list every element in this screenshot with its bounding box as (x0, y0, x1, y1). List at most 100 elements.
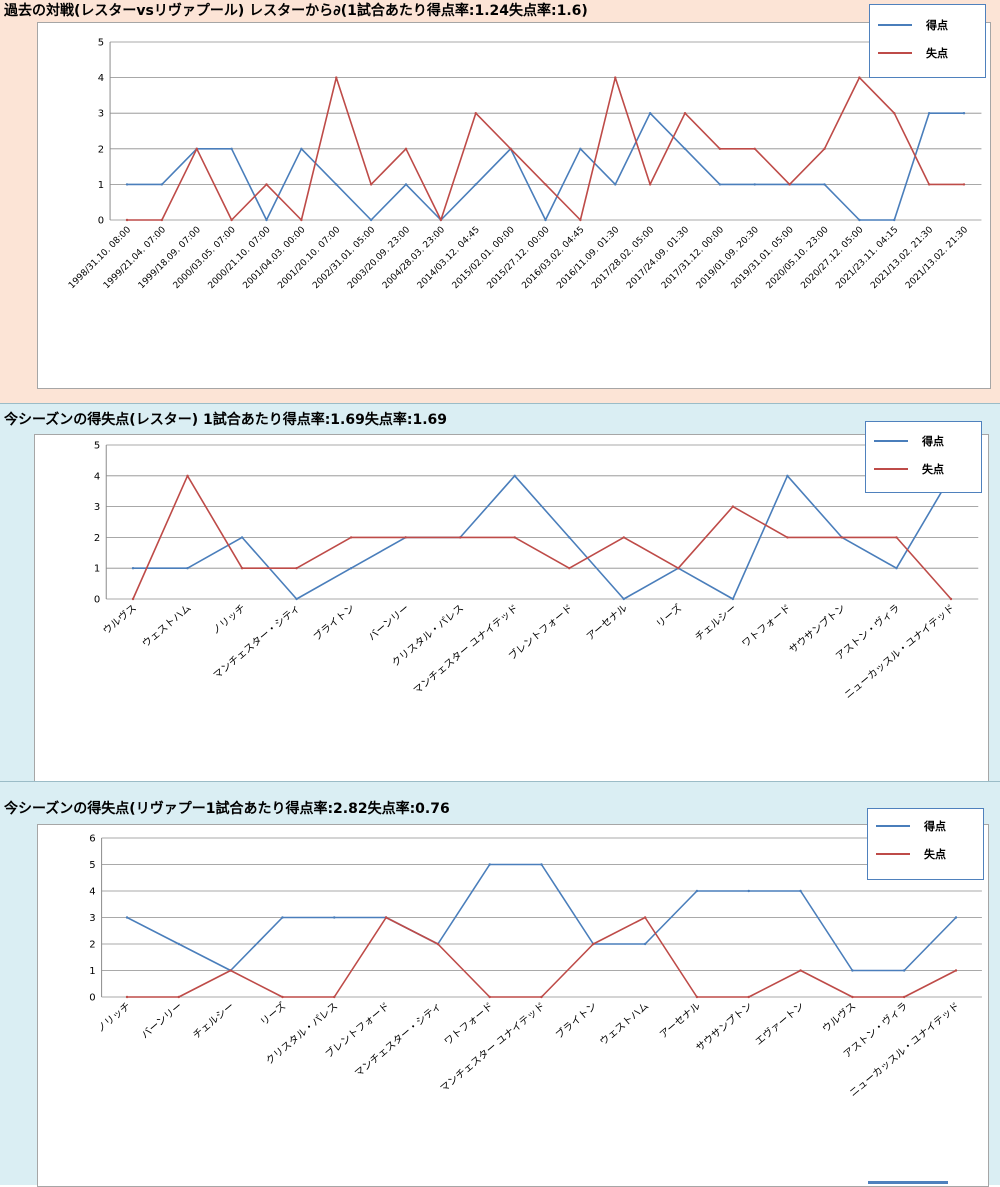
data-point-conceded (579, 218, 582, 222)
x-tick-label: 2016/03.02. 04:45 (520, 225, 586, 291)
x-tick-label: 1999/21.04. 07:00 (102, 225, 168, 291)
x-tick-label: ワトフォード (443, 1001, 496, 1048)
data-point-goals (568, 536, 571, 539)
data-point-conceded (474, 112, 477, 115)
chart-title-2: 今シーズンの得失点(レスター) 1試合あたり得点率:1.69失点率:1.69 (4, 412, 447, 428)
data-point-goals (295, 597, 298, 601)
data-point-conceded (614, 76, 617, 79)
data-point-conceded (643, 916, 647, 919)
data-point-conceded (544, 183, 547, 186)
data-point-conceded (927, 183, 931, 186)
x-tick-label: ウルヴス (100, 601, 139, 637)
data-point-goals (858, 218, 861, 222)
data-point-goals (230, 147, 233, 150)
data-point-conceded (177, 995, 181, 999)
data-point-goals (851, 969, 854, 972)
x-tick-label: 2020/27.12. 05:00 (799, 225, 865, 291)
legend-swatch-goals (874, 440, 908, 442)
x-tick-label: 2015/02.01. 00:00 (451, 225, 517, 291)
y-tick-label: 3 (89, 913, 95, 924)
data-point-conceded (229, 969, 232, 972)
data-point-goals (718, 183, 722, 186)
data-point-goals (799, 889, 802, 893)
legend-label-goals: 得点 (926, 19, 948, 32)
chart-frame-2 (34, 434, 989, 789)
data-point-conceded (333, 995, 336, 999)
data-point-conceded (265, 183, 268, 186)
x-tick-label: 2014/03.12. 04:45 (416, 225, 482, 291)
data-point-conceded (404, 147, 408, 150)
next-chart-legend-edge (868, 1181, 948, 1184)
x-tick-label: 2002/31.01. 05:00 (311, 225, 377, 291)
data-point-goals (962, 112, 966, 115)
legend-swatch-conceded (876, 853, 910, 855)
data-point-conceded (962, 183, 966, 186)
data-point-conceded (488, 995, 491, 999)
chart-section-1: 過去の対戦(レスターvsリヴァプール) レスターから∂(1試合あたり得点率:1.… (0, 0, 1000, 403)
x-tick-label: ワトフォード (740, 603, 793, 650)
data-point-goals (648, 112, 652, 115)
legend-label-goals: 得点 (924, 820, 946, 833)
data-point-goals (579, 147, 582, 150)
y-tick-label: 0 (89, 993, 95, 1004)
x-tick-label: 1998/31.10. 08:00 (67, 225, 133, 291)
legend-3: 得点 失点 (867, 808, 984, 880)
data-point-conceded (695, 995, 699, 999)
data-point-conceded (747, 995, 750, 999)
data-point-conceded (335, 76, 338, 79)
x-tick-label: リーズ (653, 601, 684, 630)
series-line-goals (127, 112, 964, 221)
data-point-goals (488, 863, 491, 866)
data-point-conceded (125, 218, 129, 222)
data-point-goals (614, 183, 617, 186)
x-tick-label: リーズ (257, 999, 288, 1028)
x-tick-label: ノリッチ (95, 1000, 133, 1035)
data-point-goals (753, 183, 756, 186)
x-tick-label: ウェストハム (140, 602, 194, 650)
data-point-goals (643, 942, 647, 946)
data-point-goals (335, 183, 338, 186)
chart-section-3: 今シーズンの得失点(リヴァプー1試合あたり得点率:2.82失点率:0.76 0 1… (0, 781, 1000, 1187)
x-tick-label: 2017/31.12. 00:00 (660, 225, 726, 291)
y-tick-label: 5 (94, 441, 100, 452)
x-tick-label: マンチェスター・シティ (211, 602, 303, 682)
data-point-conceded (369, 183, 373, 186)
data-point-goals (927, 112, 931, 115)
y-tick-label: 0 (98, 216, 104, 227)
data-point-goals (695, 889, 699, 893)
data-point-conceded (384, 916, 388, 919)
x-tick-label: ウェストハム (597, 1000, 651, 1048)
data-point-conceded (895, 536, 898, 539)
y-tick-label: 2 (98, 144, 104, 155)
x-tick-label: 2021/13.02. 21:30 (869, 225, 935, 291)
data-point-goals (474, 183, 477, 186)
data-point-goals (125, 916, 129, 919)
legend-swatch-goals (878, 24, 912, 26)
data-point-conceded (799, 969, 802, 972)
y-tick-label: 2 (89, 940, 95, 951)
legend-label-conceded: 失点 (924, 848, 946, 861)
data-point-goals (786, 474, 789, 477)
y-tick-label: 1 (98, 180, 104, 191)
data-point-conceded (851, 995, 854, 999)
chart-section-2: 今シーズンの得失点(レスター) 1試合あたり得点率:1.69失点率:1.69 0… (0, 403, 1000, 789)
x-tick-label: 2000/21.10. 07:00 (207, 225, 273, 291)
data-point-goals (404, 183, 408, 186)
x-tick-label: ウルヴス (819, 999, 858, 1035)
x-tick-label: チェルシー (191, 1000, 237, 1041)
data-point-goals (186, 567, 189, 570)
data-point-conceded (840, 536, 844, 539)
x-tick-label: アーセナル (657, 1000, 703, 1041)
data-point-conceded (648, 183, 652, 186)
chart-frame-1 (37, 22, 991, 389)
legend-label-conceded: 失点 (926, 47, 948, 60)
x-tick-label: 2017/28.02. 05:00 (590, 225, 656, 291)
data-point-conceded (281, 995, 284, 999)
data-point-goals (544, 218, 547, 222)
x-tick-label: ブライトン (553, 999, 600, 1041)
y-tick-label: 1 (89, 966, 95, 977)
data-point-conceded (731, 505, 735, 508)
series-line-conceded (127, 916, 957, 998)
legend-swatch-goals (876, 825, 910, 827)
